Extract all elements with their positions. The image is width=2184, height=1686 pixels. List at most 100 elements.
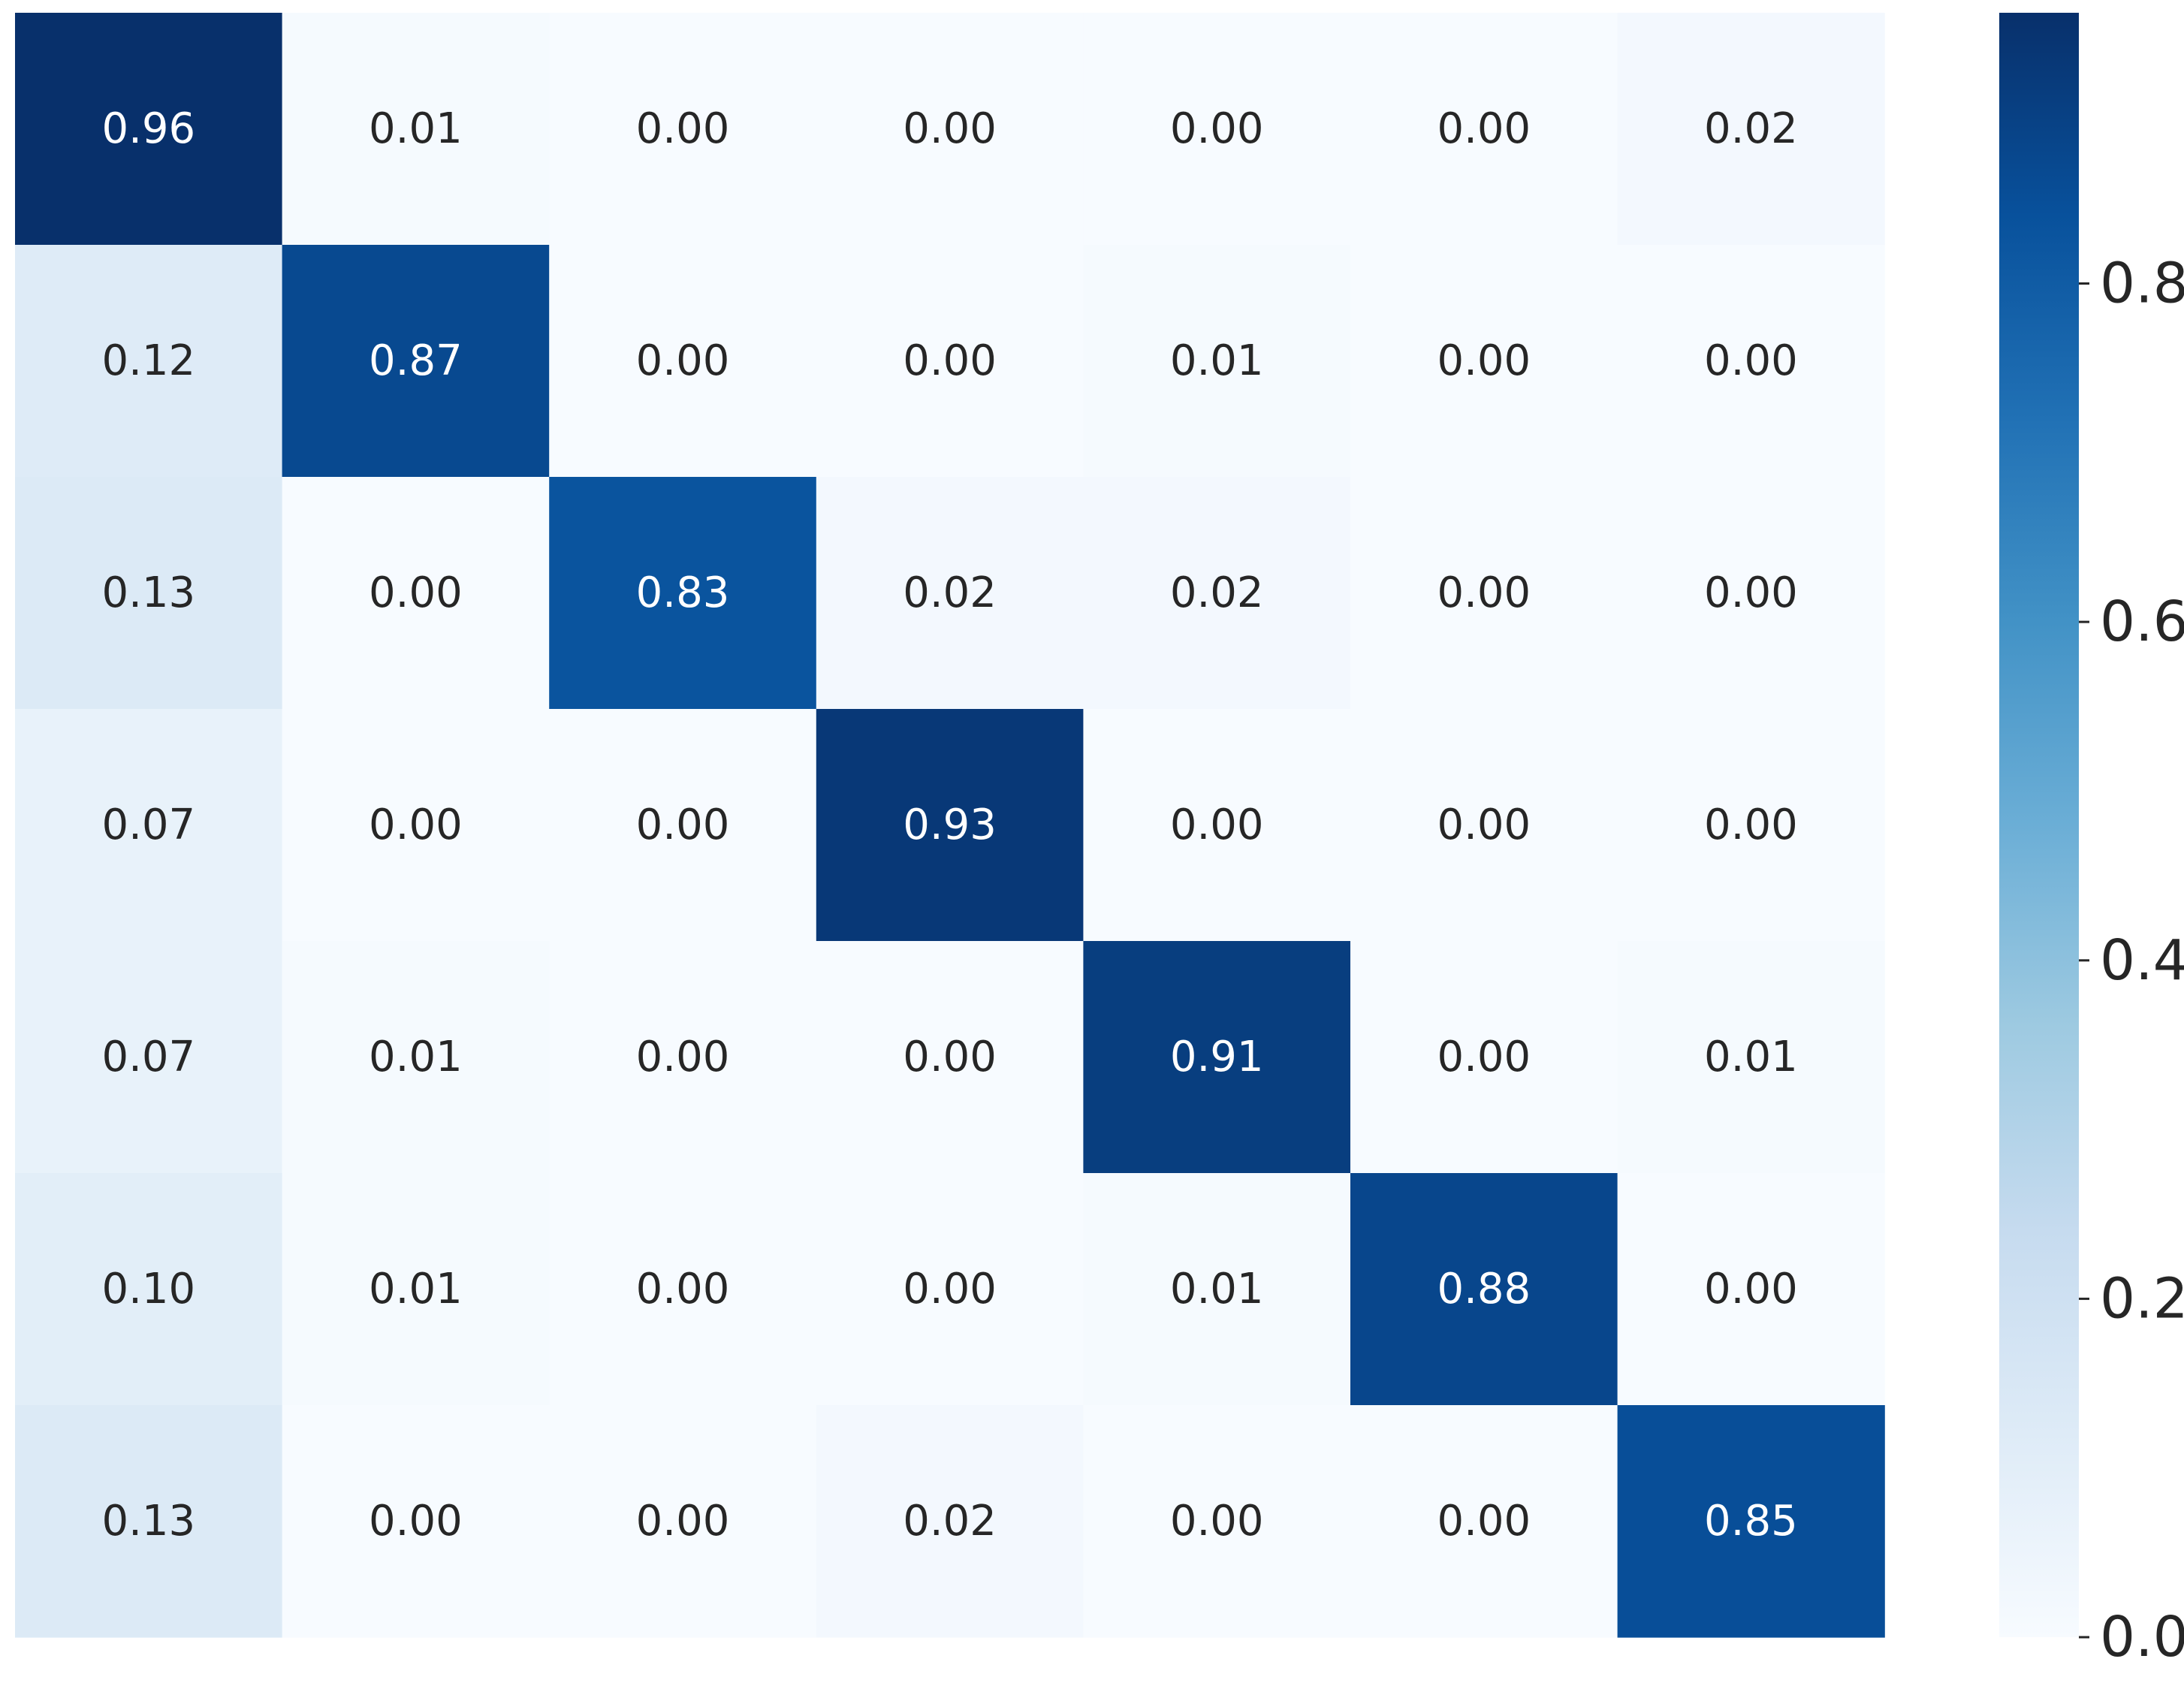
colorbar-gradient [1999, 13, 2079, 1637]
heatmap-cell-r1-c2 [549, 245, 817, 478]
heatmap-cell-r3-c0 [15, 709, 283, 942]
heatmap-cell-r3-c2 [549, 709, 817, 942]
heatmap-cell-labels: 0.96 0.01 0.00 0.00 0.00 0.00 0.02 0.12 0.87 0.00… [101, 104, 1797, 1546]
heatmap-cell-r6-c5 [1350, 1405, 1618, 1638]
cell-value-label-r6-c4: 0.00 [1170, 1497, 1264, 1546]
heatmap-cell-r2-c2 [549, 477, 817, 710]
cell-value-label-r6-c2: 0.00 [636, 1497, 730, 1546]
heatmap-cell-r4-c5 [1350, 941, 1618, 1174]
heatmap-cell-r6-c3 [816, 1405, 1084, 1638]
cell-value-label-r0-c2: 0.00 [636, 104, 730, 153]
cell-value-label-r0-c3: 0.00 [903, 104, 997, 153]
cell-value-label-r0-c1: 0.01 [369, 104, 463, 153]
cell-value-label-r5-c3: 0.00 [903, 1265, 997, 1314]
cell-value-label-r3-c5: 0.00 [1437, 801, 1531, 849]
heatmap-cell-r5-c1 [282, 1173, 550, 1406]
cell-value-label-r1-c6: 0.00 [1704, 336, 1798, 385]
heatmap-cell-r4-c6 [1617, 941, 1885, 1174]
cell-value-label-r2-c5: 0.00 [1437, 569, 1531, 617]
cell-value-label-r5-c1: 0.01 [369, 1265, 463, 1314]
cell-value-label-r5-c6: 0.00 [1704, 1265, 1798, 1314]
heatmap-cell-r4-c0 [15, 941, 283, 1174]
heatmap-cell-r2-c0 [15, 477, 283, 710]
cell-value-label-r1-c2: 0.00 [636, 336, 730, 385]
heatmap-cell-r5-c2 [549, 1173, 817, 1406]
cell-value-label-r5-c0: 0.10 [101, 1265, 195, 1314]
heatmap-cell-r0-c1 [282, 13, 550, 246]
colorbar-tick-label: 0.0 [2100, 1605, 2184, 1669]
cell-value-label-r6-c1: 0.00 [369, 1497, 463, 1546]
heatmap-cell-r0-c0 [15, 13, 283, 246]
heatmap-cells [15, 13, 1885, 1638]
heatmap-cell-r1-c3 [816, 245, 1084, 478]
cell-value-label-r0-c0: 0.96 [101, 104, 195, 153]
cell-value-label-r1-c5: 0.00 [1437, 336, 1531, 385]
cell-value-label-r4-c5: 0.00 [1437, 1033, 1531, 1081]
heatmap-cell-r4-c1 [282, 941, 550, 1174]
cell-value-label-r6-c3: 0.02 [903, 1497, 997, 1546]
heatmap-cell-r5-c3 [816, 1173, 1084, 1406]
heatmap-cell-r1-c4 [1083, 245, 1351, 478]
heatmap-cell-r1-c0 [15, 245, 283, 478]
cell-value-label-r4-c0: 0.07 [101, 1033, 195, 1081]
heatmap-cell-r3-c3 [816, 709, 1084, 942]
cell-value-label-r4-c6: 0.01 [1704, 1033, 1798, 1081]
cell-value-label-r3-c0: 0.07 [101, 801, 195, 849]
cell-value-label-r3-c6: 0.00 [1704, 801, 1798, 849]
cell-value-label-r1-c0: 0.12 [101, 336, 195, 385]
cell-value-label-r4-c2: 0.00 [636, 1033, 730, 1081]
heatmap-cell-r3-c6 [1617, 709, 1885, 942]
cell-value-label-r1-c3: 0.00 [903, 336, 997, 385]
heatmap-cell-r1-c1 [282, 245, 550, 478]
heatmap-cell-r2-c3 [816, 477, 1084, 710]
heatmap-cell-r3-c4 [1083, 709, 1351, 942]
cell-value-label-r2-c6: 0.00 [1704, 569, 1798, 617]
heatmap-cell-r2-c4 [1083, 477, 1351, 710]
heatmap-cell-r2-c1 [282, 477, 550, 710]
heatmap-cell-r6-c2 [549, 1405, 817, 1638]
heatmap-cell-r0-c5 [1350, 13, 1618, 246]
colorbar-tick-label: 0.6 [2100, 590, 2184, 654]
heatmap-cell-r3-c5 [1350, 709, 1618, 942]
colorbar-tick-label: 0.2 [2100, 1266, 2184, 1331]
heatmap-cell-r6-c4 [1083, 1405, 1351, 1638]
cell-value-label-r3-c1: 0.00 [369, 801, 463, 849]
cell-value-label-r2-c4: 0.02 [1170, 569, 1264, 617]
cell-value-label-r2-c3: 0.02 [903, 569, 997, 617]
cell-value-label-r3-c2: 0.00 [636, 801, 730, 849]
cell-value-label-r6-c5: 0.00 [1437, 1497, 1531, 1546]
cell-value-label-r2-c2: 0.83 [636, 569, 730, 617]
cell-value-label-r5-c5: 0.88 [1437, 1265, 1531, 1314]
cell-value-label-r4-c3: 0.00 [903, 1033, 997, 1081]
heatmap-cell-r6-c0 [15, 1405, 283, 1638]
colorbar-tick-label: 0.8 [2100, 252, 2184, 316]
heatmap-cell-r5-c4 [1083, 1173, 1351, 1406]
heatmap-cell-r0-c3 [816, 13, 1084, 246]
heatmap-cell-r5-c0 [15, 1173, 283, 1406]
heatmap-cell-r1-c6 [1617, 245, 1885, 478]
heatmap-cell-r6-c1 [282, 1405, 550, 1638]
heatmap-cell-r4-c4 [1083, 941, 1351, 1174]
heatmap-cell-r1-c5 [1350, 245, 1618, 478]
heatmap-cell-r2-c6 [1617, 477, 1885, 710]
cell-value-label-r5-c4: 0.01 [1170, 1265, 1264, 1314]
cell-value-label-r2-c1: 0.00 [369, 569, 463, 617]
cell-value-label-r3-c4: 0.00 [1170, 801, 1264, 849]
cell-value-label-r0-c5: 0.00 [1437, 104, 1531, 153]
cell-value-label-r6-c0: 0.13 [101, 1497, 195, 1546]
heatmap-cell-r0-c6 [1617, 13, 1885, 246]
cell-value-label-r3-c3: 0.93 [903, 801, 997, 849]
cell-value-label-r1-c4: 0.01 [1170, 336, 1264, 385]
heatmap-cell-r0-c2 [549, 13, 817, 246]
cell-value-label-r4-c4: 0.91 [1170, 1033, 1264, 1081]
colorbar: 0.0 0.2 0.4 0.6 0.8 [1999, 13, 2184, 1669]
heatmap-cell-r5-c6 [1617, 1173, 1885, 1406]
heatmap-cell-r4-c2 [549, 941, 817, 1174]
cell-value-label-r0-c6: 0.02 [1704, 104, 1798, 153]
cell-value-label-r5-c2: 0.00 [636, 1265, 730, 1314]
heatmap-cell-r5-c5 [1350, 1173, 1618, 1406]
heatmap-cell-r3-c1 [282, 709, 550, 942]
cell-value-label-r6-c6: 0.85 [1704, 1497, 1798, 1546]
cell-value-label-r4-c1: 0.01 [369, 1033, 463, 1081]
